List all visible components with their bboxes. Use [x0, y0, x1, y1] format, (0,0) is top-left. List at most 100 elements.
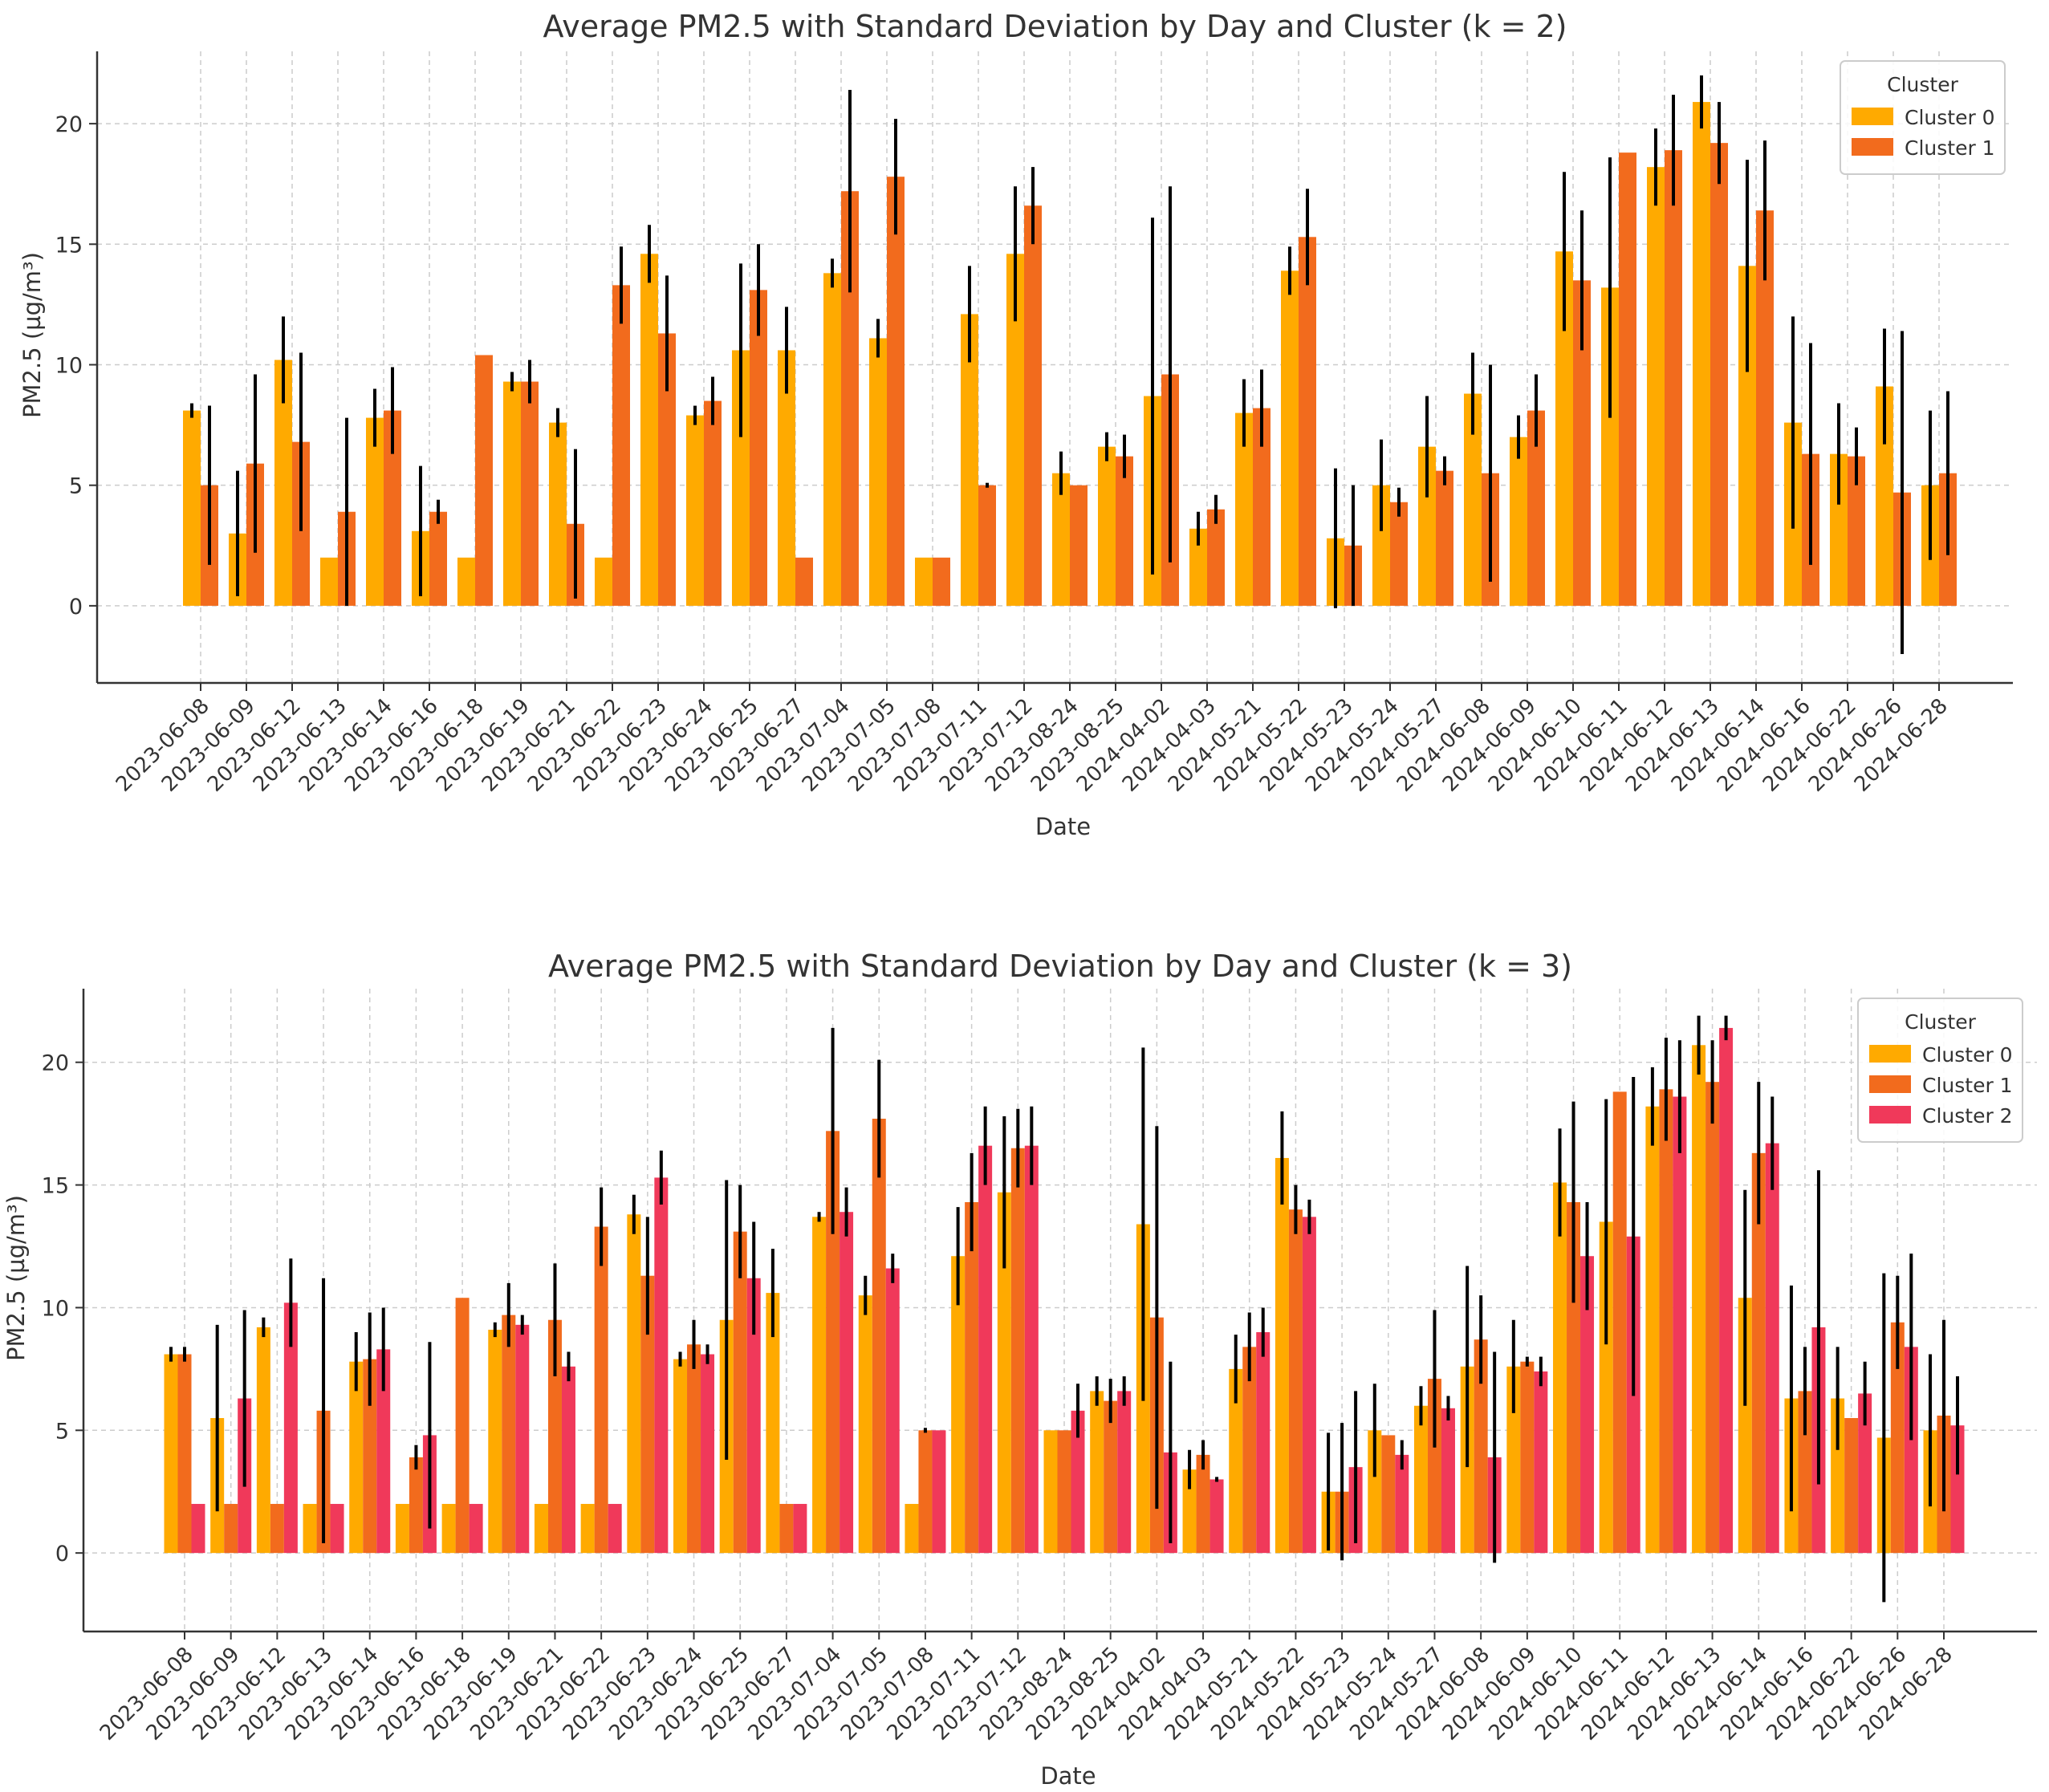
bar: [905, 1504, 919, 1554]
bar: [503, 381, 521, 606]
bar: [1368, 1430, 1382, 1554]
bar: [1057, 1430, 1071, 1554]
bar: [502, 1315, 516, 1554]
bar: [1196, 1454, 1210, 1554]
legend-swatch: [1852, 138, 1893, 156]
y-tick-label: 10: [42, 1296, 69, 1321]
bar: [395, 1504, 409, 1554]
bar: [997, 1192, 1011, 1554]
bar: [1090, 1391, 1104, 1554]
bar: [1858, 1393, 1872, 1554]
bar: [1830, 453, 1848, 606]
bar: [978, 1145, 993, 1554]
bar: [1520, 1361, 1535, 1554]
bar: [1229, 1368, 1243, 1554]
bar: [1010, 1148, 1025, 1554]
bar: [1534, 1371, 1548, 1554]
bar: [1510, 437, 1527, 606]
bar: [1506, 1366, 1521, 1554]
bar: [933, 557, 950, 606]
bar: [932, 1430, 946, 1554]
bar: [1116, 456, 1133, 606]
bar: [961, 314, 978, 606]
bar: [475, 355, 493, 606]
bar: [951, 1256, 966, 1554]
bar: [1281, 270, 1299, 606]
bar: [455, 1298, 470, 1554]
bar: [177, 1354, 192, 1554]
bar: [795, 557, 813, 606]
bar: [1527, 410, 1545, 606]
bar: [1599, 1221, 1613, 1554]
bar: [1104, 1400, 1118, 1554]
bar: [1207, 509, 1225, 606]
bar: [1043, 1430, 1058, 1554]
bar: [547, 1319, 562, 1554]
bar: [1693, 102, 1710, 606]
bar: [686, 415, 704, 606]
bar: [1665, 150, 1682, 606]
bar: [409, 1457, 423, 1554]
bar: [779, 1504, 794, 1554]
bar: [1464, 393, 1482, 606]
y-axis-label: PM2.5 (µg/m³): [2, 1195, 30, 1361]
bar: [580, 1504, 595, 1554]
bar: [330, 1504, 344, 1554]
legend-entry: Cluster 1: [1922, 1074, 2013, 1097]
bar: [1242, 1347, 1257, 1554]
bar: [1117, 1391, 1132, 1554]
bar: [885, 1268, 900, 1554]
bar: [1098, 446, 1116, 606]
bar: [1580, 1256, 1595, 1554]
bar: [1253, 408, 1270, 606]
bar: [1619, 152, 1636, 606]
chart-k2: Average PM2.5 with Standard Deviation by…: [0, 0, 2049, 883]
bar: [841, 191, 859, 606]
bar: [826, 1131, 840, 1554]
chart-k3-svg: Average PM2.5 with Standard Deviation by…: [2, 949, 2037, 1790]
bar: [965, 1201, 979, 1554]
bar: [349, 1361, 364, 1554]
bar: [887, 177, 905, 606]
legend-entry: Cluster 2: [1922, 1104, 2013, 1128]
legend-swatch: [1869, 1075, 1911, 1093]
bar: [1765, 1143, 1779, 1554]
bar: [366, 417, 384, 606]
bar: [812, 1217, 827, 1554]
bar: [1006, 254, 1024, 606]
bar: [1299, 237, 1316, 606]
chart-title: Average PM2.5 with Standard Deviation by…: [548, 949, 1572, 984]
bar: [978, 485, 996, 606]
y-tick-label: 15: [55, 233, 83, 258]
bar: [1751, 1152, 1766, 1554]
bar: [1024, 205, 1042, 606]
bar: [595, 557, 612, 606]
bar: [1710, 143, 1728, 606]
bar: [1395, 1454, 1409, 1554]
bar: [594, 1226, 608, 1554]
legend-entry: Cluster 0: [1905, 106, 1995, 129]
legend-swatch: [1869, 1045, 1911, 1063]
bar: [1372, 485, 1390, 606]
bar: [164, 1354, 178, 1554]
bar: [488, 1329, 502, 1554]
bar: [1052, 473, 1070, 606]
y-tick-label: 15: [42, 1174, 69, 1199]
bar: [441, 1504, 456, 1554]
legend-swatch: [1869, 1106, 1911, 1124]
bar: [1831, 1398, 1845, 1554]
bar: [918, 1430, 933, 1554]
bar: [1645, 1106, 1660, 1554]
bar: [191, 1504, 205, 1554]
bar: [1756, 210, 1774, 606]
bar: [640, 1275, 655, 1554]
bar: [778, 350, 795, 606]
bar: [376, 1349, 391, 1554]
bar: [1601, 287, 1619, 606]
bar: [1738, 1298, 1752, 1554]
bar: [534, 1504, 548, 1554]
bar: [429, 511, 447, 606]
bar: [627, 1214, 641, 1554]
bar: [1890, 1322, 1905, 1554]
bar: [1436, 470, 1453, 606]
